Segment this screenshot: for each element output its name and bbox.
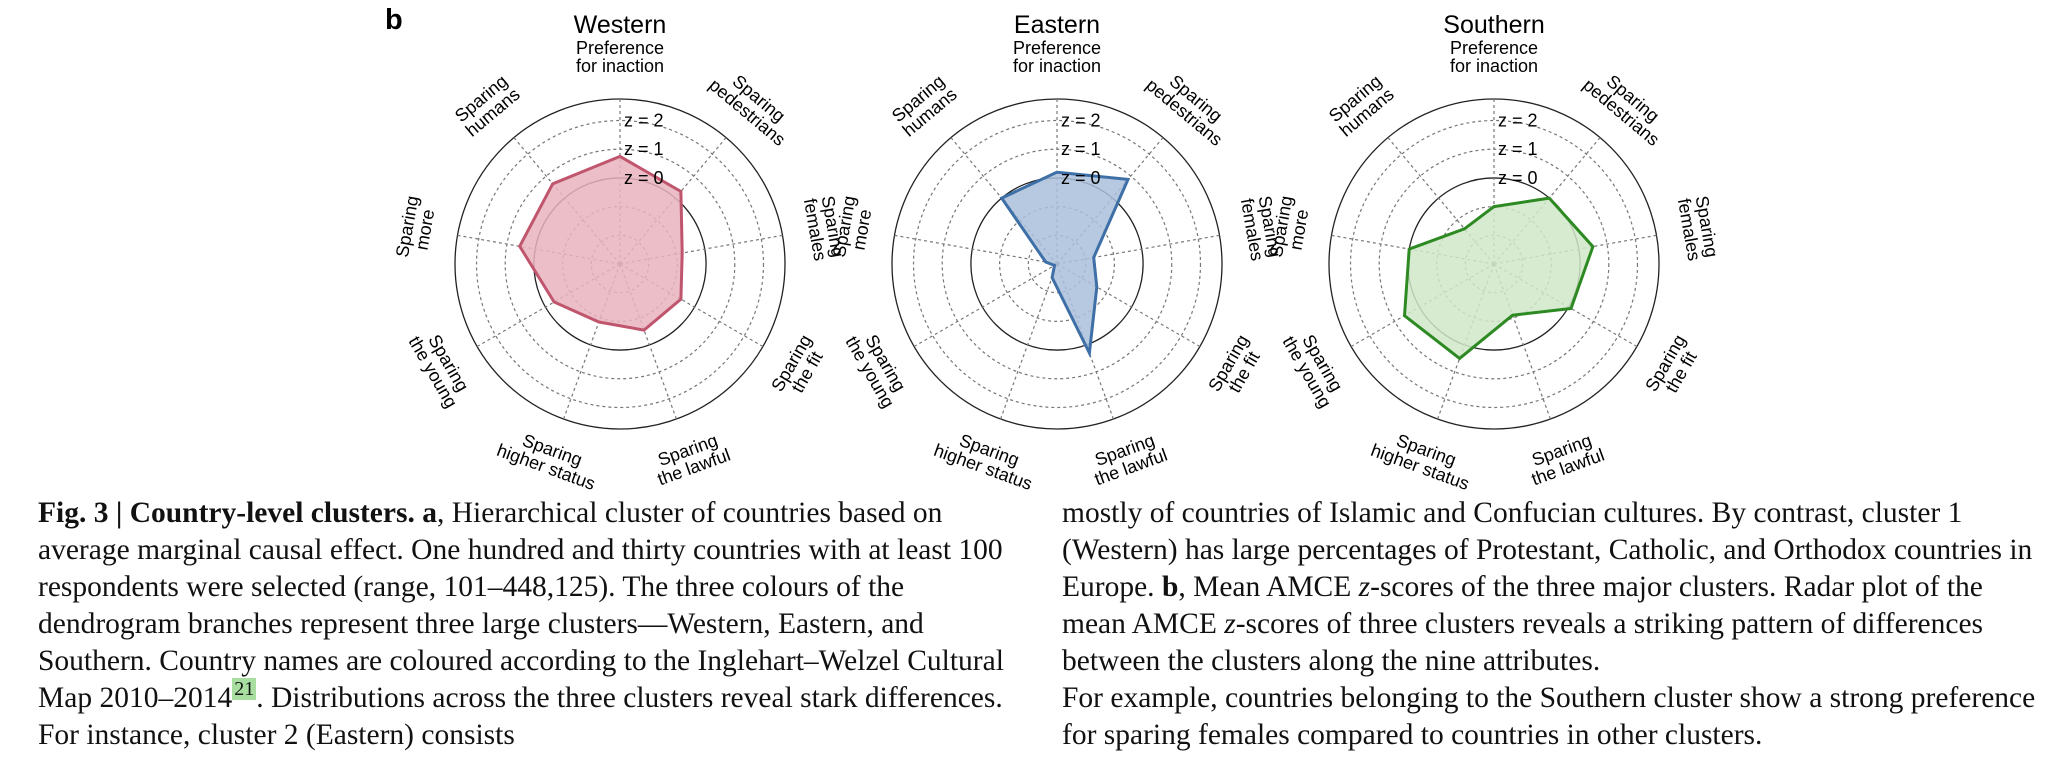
axis-label: Sparinghigher status (931, 423, 1041, 490)
axis-label: Sparinghigher status (1368, 423, 1478, 490)
radar-eastern: Eastern z = 0 z = 1 z = 2 Preference for inac… (829, 11, 1285, 490)
axis-label: Sparingthe lawful (649, 428, 733, 490)
axis-label: Preference for inaction (1013, 38, 1101, 76)
ring-label: z = 0 (1498, 168, 1538, 188)
figure-label: Fig. 3 | Country-level clusters. (38, 497, 415, 529)
caption-column-2: mostly of countries of Islamic and Confu… (1062, 495, 2048, 754)
caption-text: , Mean AMCE (1178, 571, 1359, 603)
axis-label: Sparingmore (829, 194, 877, 262)
panel-b-label: b (1161, 571, 1179, 603)
axis-label: Sparingthe lawful (1086, 428, 1170, 490)
caption-text: . Distributions across the three cluster… (38, 682, 1003, 751)
radar-title: Southern (1443, 11, 1544, 39)
radar-ring-z2 (1349, 119, 1639, 409)
ring-label: z = 2 (624, 111, 664, 131)
radar-outer-ring (891, 98, 1223, 430)
axis-label: Sparingthe lawful (1523, 428, 1607, 490)
ring-label: z = 1 (1498, 139, 1538, 159)
radar-outer-ring (454, 98, 786, 430)
panel-letter-b: b (385, 4, 403, 36)
radar-charts: Western z = 0 z = 1 z = 2 Preference for inac… (392, 11, 1722, 490)
radar-spoke (1000, 263, 1058, 420)
axis-label: Sparingthe fit (1641, 331, 1705, 404)
axis-label: Sparingfemales (1674, 194, 1722, 263)
radar-ring-z2 (475, 119, 765, 409)
ring-label: z = 2 (1061, 111, 1101, 131)
radar-title: Eastern (1014, 11, 1100, 39)
ring-label: z = 0 (1061, 168, 1101, 188)
axis-label: Sparingthe young (404, 324, 476, 411)
radar-title: Western (574, 11, 667, 39)
caption-paragraph-2: mostly of countries of Islamic and Confu… (1062, 495, 2048, 680)
caption-paragraph-1: Fig. 3 | Country-level clusters. a, Hier… (38, 495, 1038, 754)
axis-label: Sparingmore (1266, 194, 1314, 262)
reference-21-link[interactable]: 21 (232, 678, 257, 700)
axis-label: Preference for inaction (1450, 38, 1538, 76)
caption-text: mostly of countries of Islamic and Confu… (1062, 497, 2033, 603)
caption-paragraph-3: For example, countries belonging to the … (1062, 682, 2036, 751)
caption-text: -scores of the three major clusters. Rad… (1062, 571, 1983, 640)
radar-series-eastern (999, 170, 1131, 359)
radar-western: Western z = 0 z = 1 z = 2 Preference for inac… (392, 11, 848, 490)
axis-label: Sparingthe fit (1204, 331, 1268, 404)
ring-label: z = 0 (624, 168, 664, 188)
ring-label: z = 2 (1498, 111, 1538, 131)
ring-label: z = 1 (624, 139, 664, 159)
axis-label: Sparingthe fit (767, 331, 831, 404)
axis-label: Preference for inaction (576, 38, 664, 76)
axis-label: Sparingmore (392, 194, 440, 262)
axis-label: Sparinghigher status (494, 423, 604, 490)
panel-a-label: a (422, 497, 437, 529)
caption-text: , Hierarchical cluster of countries base… (38, 497, 1004, 714)
radar-ring-z2 (912, 119, 1202, 409)
radar-outer-ring (1328, 98, 1660, 430)
axis-label: Sparinghumans (887, 70, 960, 140)
axis-label: Sparingpedestrians (1579, 61, 1675, 150)
radar-spoke (913, 263, 1058, 348)
ring-label: z = 1 (1061, 139, 1101, 159)
caption-text: -scores of three clusters reveals a stri… (1062, 608, 1984, 677)
caption-column-1: Fig. 3 | Country-level clusters. a, Hier… (38, 495, 1038, 754)
axis-label: Sparinghumans (450, 70, 523, 140)
axis-label: Sparingthe young (1278, 324, 1350, 411)
axis-label: Sparingthe young (841, 324, 913, 411)
z-symbol: z (1224, 608, 1236, 640)
radar-series-western (517, 154, 684, 332)
axis-label: Sparingpedestrians (1142, 61, 1238, 150)
radar-southern: Southern z = 0 z = 1 z = 2 Preference for ina… (1266, 11, 1722, 490)
radar-series-southern (1402, 196, 1595, 361)
axis-label: Sparingpedestrians (705, 61, 801, 150)
z-symbol: z (1358, 571, 1371, 603)
axis-label: Sparinghumans (1324, 70, 1397, 140)
